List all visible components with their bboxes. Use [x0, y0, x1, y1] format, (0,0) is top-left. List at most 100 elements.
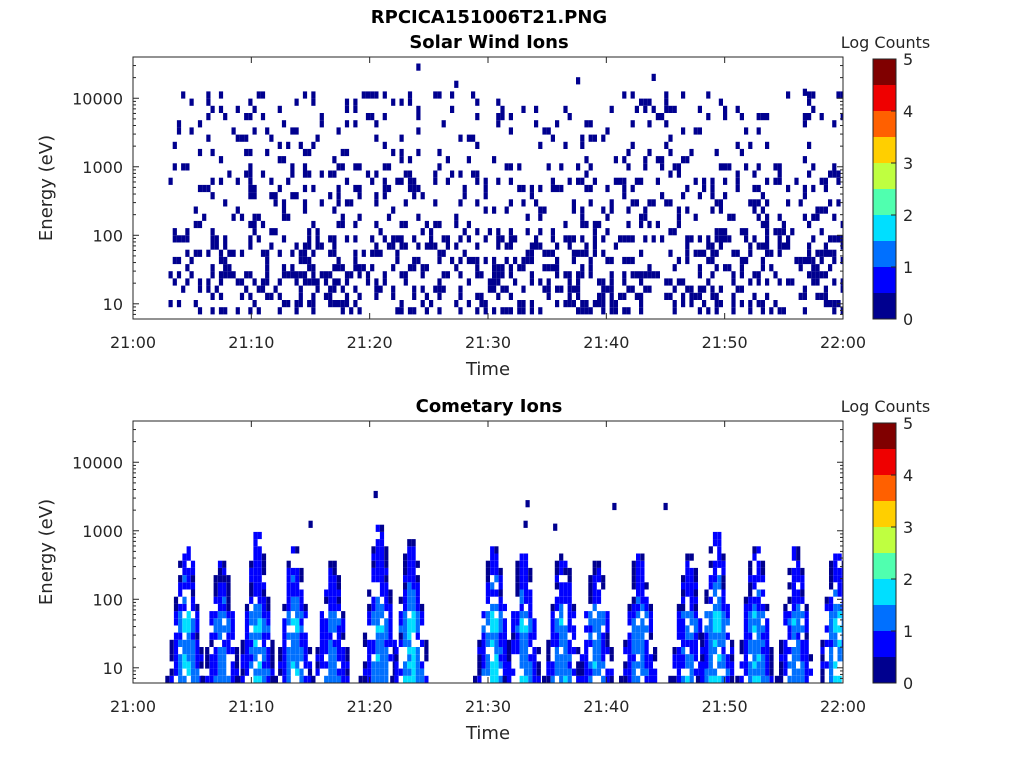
heatmap-cell: [445, 156, 450, 164]
heatmap-cell: [217, 575, 223, 583]
heatmap-cell: [640, 625, 645, 633]
heatmap-cell: [647, 120, 652, 128]
heatmap-cell: [756, 647, 761, 655]
heatmap-cell: [519, 661, 524, 669]
heatmap-cell: [362, 639, 368, 647]
heatmap-cell: [748, 582, 753, 590]
heatmap-cell: [660, 156, 665, 164]
heatmap-cell: [748, 611, 753, 619]
heatmap-cell: [328, 235, 333, 243]
heatmap-cell: [190, 589, 196, 597]
heatmap-cell: [748, 661, 753, 669]
heatmap-cell: [647, 285, 652, 293]
heatmap-cell: [823, 242, 828, 250]
heatmap-cell: [700, 647, 705, 655]
heatmap-cell: [829, 632, 834, 640]
heatmap-cell: [634, 177, 639, 185]
heatmap-cell: [205, 647, 210, 655]
heatmap-cell: [811, 256, 816, 265]
heatmap-cell: [554, 603, 559, 612]
heatmap-cell: [345, 668, 350, 676]
heatmap-cell: [441, 285, 446, 293]
heatmap-cell: [546, 249, 551, 257]
heatmap-cell: [631, 596, 636, 604]
heatmap-cell: [213, 654, 218, 662]
heatmap-cell: [668, 148, 673, 157]
heatmap-cell: [222, 582, 227, 590]
heatmap-cell: [796, 589, 801, 597]
heatmap-cell: [550, 603, 555, 612]
heatmap-cell: [644, 596, 649, 604]
heatmap-cell: [567, 618, 572, 626]
heatmap-cell: [433, 242, 438, 250]
heatmap-cell: [481, 632, 486, 640]
heatmap-cell: [723, 264, 728, 272]
heatmap-cell: [494, 639, 499, 647]
heatmap-cell: [210, 148, 215, 157]
heatmap-cell: [769, 661, 774, 669]
heatmap-cell: [498, 675, 503, 683]
heatmap-cell: [411, 539, 416, 547]
heatmap-cell: [828, 249, 833, 257]
heatmap-cell: [214, 235, 219, 243]
heatmap-cell: [521, 256, 526, 265]
heatmap-cell: [295, 603, 300, 612]
heatmap-cell: [681, 661, 686, 669]
heatmap-cell: [173, 618, 179, 626]
heatmap-cell: [341, 611, 346, 619]
heatmap-cell: [490, 567, 495, 576]
heatmap-cell: [399, 177, 404, 185]
heatmap-cell: [550, 618, 555, 626]
heatmap-cell: [226, 575, 231, 583]
heatmap-cell: [189, 127, 194, 135]
heatmap-cell: [760, 654, 766, 662]
heatmap-cell: [378, 228, 383, 236]
heatmap-cell: [790, 228, 795, 236]
heatmap-cell: [412, 256, 417, 265]
heatmap-cell: [328, 249, 333, 257]
heatmap-cell: [743, 632, 748, 640]
heatmap-cell: [173, 596, 179, 604]
heatmap-cell: [837, 553, 842, 561]
heatmap-cell: [424, 647, 429, 655]
heatmap-cell: [236, 675, 241, 683]
heatmap-cell: [563, 639, 568, 647]
heatmap-cell: [384, 675, 389, 683]
heatmap-cell: [712, 632, 718, 640]
heatmap-cell: [626, 235, 631, 243]
heatmap-cell: [307, 242, 312, 250]
heatmap-cell: [601, 675, 606, 683]
heatmap-cell: [648, 603, 653, 612]
heatmap-cell: [601, 307, 606, 315]
heatmap-cell: [260, 249, 266, 257]
heatmap-cell: [712, 539, 718, 547]
heatmap-cell: [299, 589, 304, 597]
heatmap-cell: [756, 300, 761, 308]
heatmap-cell: [344, 105, 350, 113]
heatmap-cell: [257, 560, 262, 568]
heatmap-cell: [178, 603, 183, 612]
heatmap-cell: [281, 206, 287, 214]
y-tick-label: 100: [92, 590, 123, 609]
heatmap-cell: [290, 596, 296, 604]
heatmap-cell: [498, 611, 503, 619]
heatmap-cells: [168, 63, 843, 315]
heatmap-cell: [441, 120, 446, 128]
heatmap-cell: [328, 300, 333, 308]
heatmap-cell: [193, 206, 198, 214]
heatmap-cell: [622, 278, 627, 286]
heatmap-cell: [341, 618, 346, 626]
heatmap-cell: [433, 170, 438, 178]
heatmap-cell: [328, 567, 333, 576]
heatmap-cell: [693, 582, 698, 590]
heatmap-cell: [567, 242, 572, 250]
heatmap-cell: [253, 531, 258, 540]
heatmap-cell: [256, 213, 261, 221]
heatmap-cell: [481, 625, 486, 633]
heatmap-cell: [529, 300, 534, 308]
heatmap-cell: [588, 582, 593, 590]
heatmap-cell: [374, 120, 379, 128]
heatmap-cell: [506, 654, 512, 662]
heatmap-cell: [828, 170, 833, 178]
heatmap-cell: [796, 575, 801, 583]
